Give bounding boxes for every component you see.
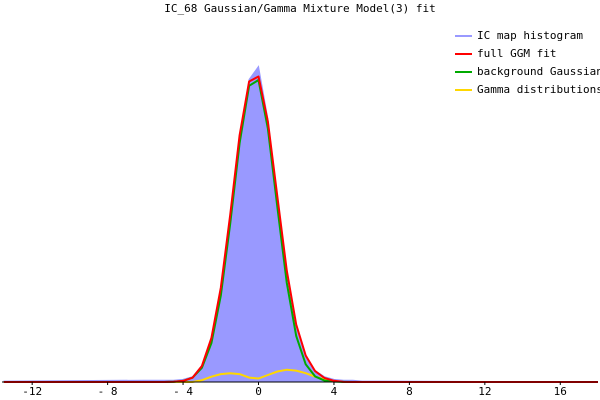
x-tick-label: -12 [22,385,42,398]
x-tick-label: - 8 [98,385,118,398]
legend-label: Gamma distributions [477,83,600,96]
chart-title: IC_68 Gaussian/Gamma Mixture Model(3) fi… [164,2,436,15]
x-tick-label: 4 [331,385,338,398]
legend-label: IC map histogram [477,29,583,42]
x-tick-label: 8 [406,385,413,398]
legend-label: background Gaussian [477,65,600,78]
x-tick-label: 16 [554,385,567,398]
x-tick-label: 0 [255,385,262,398]
x-tick-label: 12 [478,385,491,398]
x-tick-label: - 4 [173,385,193,398]
legend-label: full GGM fit [477,47,556,60]
